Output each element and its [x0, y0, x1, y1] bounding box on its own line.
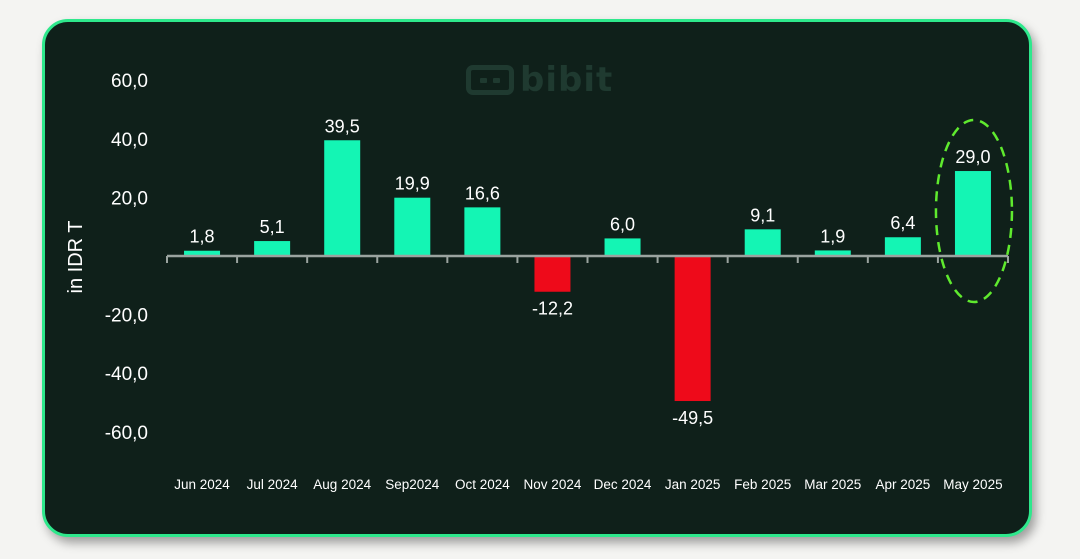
bar [394, 197, 431, 256]
bar [324, 140, 361, 256]
x-tick-label: Aug 2024 [313, 477, 371, 492]
bar-value-label: 5,1 [260, 217, 285, 237]
bibit-watermark: bibit [466, 60, 613, 100]
x-tick-label: Nov 2024 [524, 477, 582, 492]
x-tick-label: Apr 2025 [875, 477, 930, 492]
bar [674, 256, 711, 402]
bar-value-label: 1,8 [190, 227, 215, 247]
x-tick-label: Feb 2025 [734, 477, 791, 492]
watermark-brand: bibit [520, 60, 614, 100]
highlight-ellipse [934, 118, 1014, 304]
x-tick-label: Sep2024 [385, 477, 440, 492]
bar [534, 256, 571, 292]
y-tick-label: -20,0 [105, 306, 148, 327]
bar-value-label: 29,0 [955, 147, 990, 167]
y-tick-label: -40,0 [105, 364, 148, 385]
y-tick-label: 20,0 [111, 188, 148, 209]
bar-value-label: 16,6 [465, 183, 500, 203]
y-tick-label: -60,0 [105, 423, 148, 444]
x-tick-label: Mar 2025 [804, 477, 861, 492]
bar-value-label: -12,2 [532, 299, 573, 319]
bar [954, 171, 991, 256]
bar [604, 238, 641, 256]
bar-value-label: 1,9 [820, 226, 845, 246]
bibit-logo-icon [466, 65, 514, 95]
bar-value-label: 19,9 [395, 174, 430, 194]
bar-value-label: -49,5 [672, 408, 713, 428]
bar [184, 250, 221, 256]
bar [814, 250, 851, 256]
bar-value-label: 6,4 [890, 213, 915, 233]
y-tick-label: 40,0 [111, 130, 148, 151]
y-tick-label: 60,0 [111, 71, 148, 92]
y-axis-label: in IDR T [65, 221, 87, 294]
bar [254, 241, 291, 256]
x-tick-label: Dec 2024 [594, 477, 652, 492]
bar [464, 207, 501, 256]
bar-value-label: 6,0 [610, 214, 635, 234]
bar-value-label: 9,1 [750, 205, 775, 225]
bar [744, 229, 781, 256]
x-tick-label: Oct 2024 [455, 477, 510, 492]
x-tick-label: Jul 2024 [247, 477, 299, 492]
x-tick-label: Jan 2025 [665, 477, 721, 492]
bar-value-label: 39,5 [325, 116, 360, 136]
x-tick-label: Jun 2024 [174, 477, 230, 492]
bar [884, 237, 921, 256]
x-tick-label: May 2025 [943, 477, 1002, 492]
